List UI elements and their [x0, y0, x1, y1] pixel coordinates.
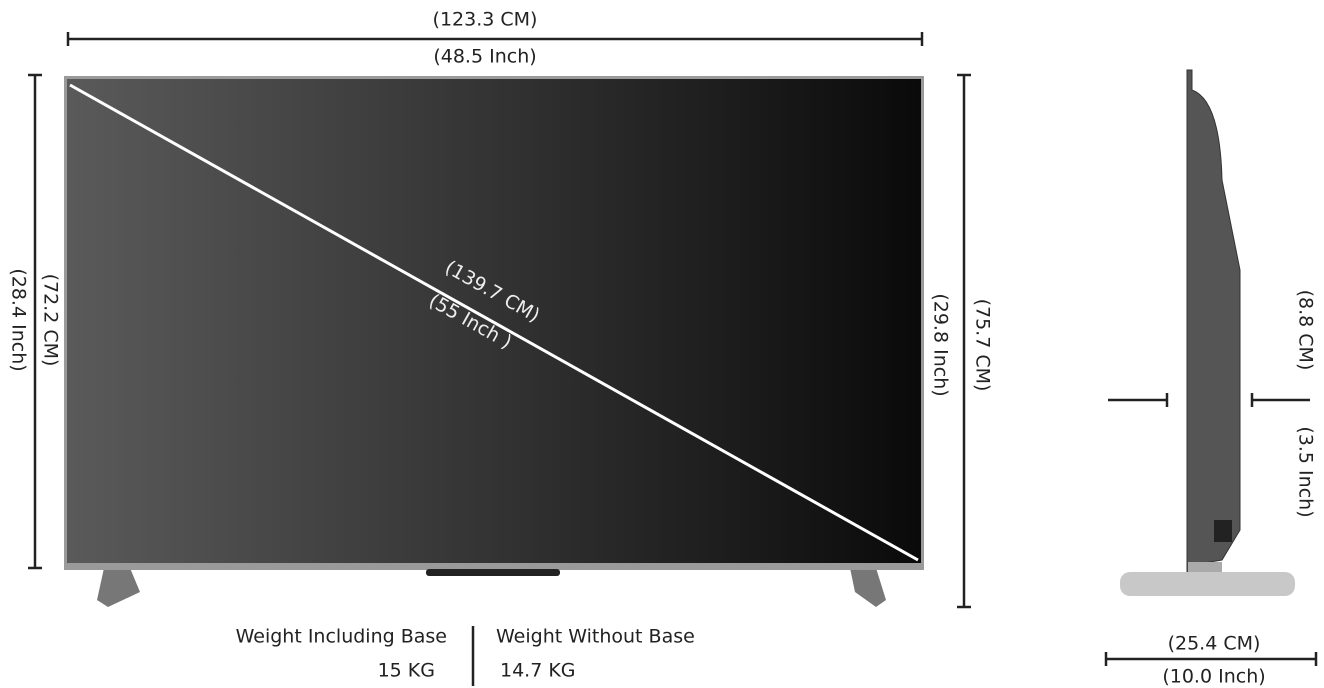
total-height-inch: (29.8 Inch) — [930, 293, 952, 396]
weight-without-base-label: Weight Without Base — [496, 626, 695, 648]
weight-without-base-value: 14.7 KG — [500, 660, 576, 682]
depth-inch: (3.5 Inch) — [1295, 426, 1317, 517]
tv-foot — [850, 568, 886, 607]
width-cm: (123.3 CM) — [433, 9, 538, 31]
base-cm: (25.4 CM) — [1168, 633, 1261, 655]
diagonal-line — [69, 83, 919, 562]
base-inch: (10.0 Inch) — [1162, 666, 1265, 688]
height-cm: (72.2 CM) — [40, 274, 62, 367]
tv-foot — [97, 568, 140, 607]
weight-with-base-value: 15 KG — [378, 660, 435, 682]
height-arrow — [28, 73, 42, 570]
total-height-cm: (75.7 CM) — [972, 299, 994, 392]
width-arrow — [66, 32, 924, 46]
total-height-arrow — [957, 73, 971, 609]
stand-neck — [1188, 562, 1222, 574]
tv-side-port — [1214, 520, 1232, 542]
base-arrow — [1104, 652, 1318, 666]
height-inch: (28.4 Inch) — [8, 268, 30, 371]
stand-base — [1120, 572, 1295, 596]
tv-soundbar — [426, 569, 560, 576]
depth-cm: (8.8 CM) — [1295, 290, 1317, 371]
depth-arrow — [1108, 393, 1310, 407]
weight-with-base-label: Weight Including Base — [236, 626, 447, 648]
tv-side — [1186, 69, 1241, 573]
width-inch: (48.5 Inch) — [433, 46, 536, 68]
